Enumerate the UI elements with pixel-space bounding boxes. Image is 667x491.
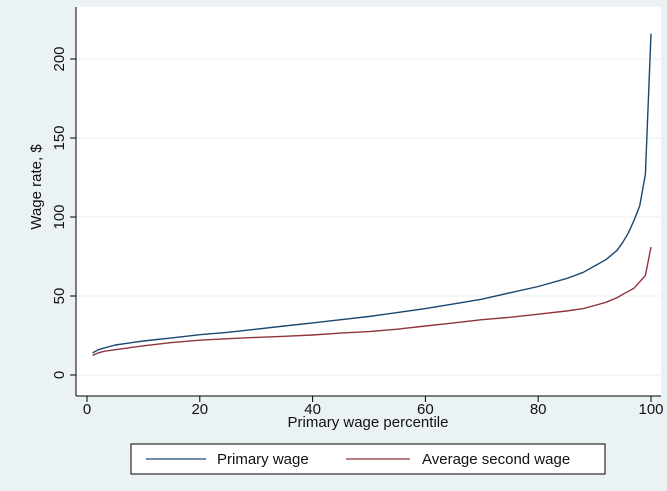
y-tick-label-150: 150 <box>51 125 68 150</box>
y-tick-label-200: 200 <box>51 46 68 71</box>
grid-lines <box>76 58 661 376</box>
x-tick-label-40: 40 <box>304 401 321 418</box>
legend-label-average-second-wage: Average second wage <box>422 451 570 468</box>
series-line-primary-wage <box>92 33 652 354</box>
plot-area <box>76 7 661 396</box>
x-tick-label-80: 80 <box>530 401 547 418</box>
x-tick-label-100: 100 <box>638 401 663 418</box>
x-tick-label-20: 20 <box>191 401 208 418</box>
x-tick-label-60: 60 <box>417 401 434 418</box>
y-tick-label-0: 0 <box>51 371 68 379</box>
y-tick-label-100: 100 <box>51 204 68 229</box>
y-tick-label-50: 50 <box>51 288 68 305</box>
y-axis-ticks: 0 50 100 150 200 <box>51 46 76 379</box>
legend-label-primary-wage: Primary wage <box>217 451 309 468</box>
x-tick-label-0: 0 <box>83 401 91 418</box>
x-axis-ticks: 0 20 40 60 80 100 <box>83 396 664 418</box>
series-line-average-second-wage <box>92 246 652 356</box>
x-axis-title: Primary wage percentile <box>288 414 449 431</box>
series-lines <box>92 33 652 356</box>
legend: Primary wage Average second wage <box>130 443 606 475</box>
y-axis-title: Wage rate, $ <box>28 144 45 230</box>
